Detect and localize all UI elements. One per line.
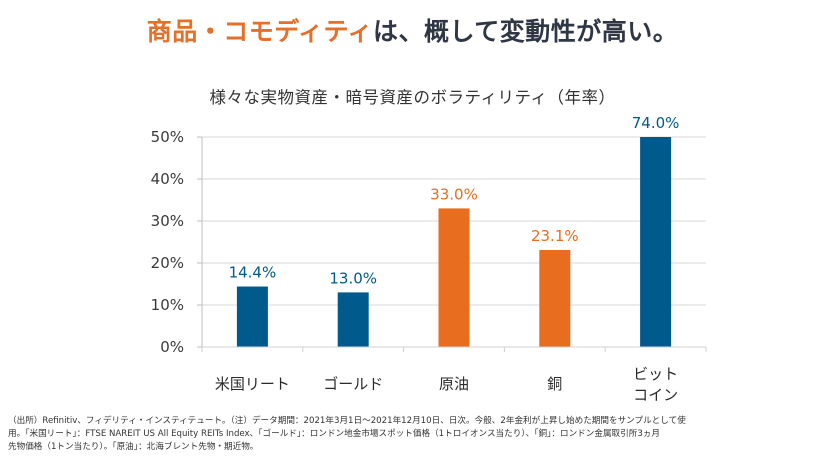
chart-title: 様々な実物資産・暗号資産のボラティリティ（年率） [209, 88, 616, 107]
x-category-label: 米国リート [215, 375, 290, 393]
y-tick-label: 30% [151, 212, 184, 230]
headline-rest: は、概して変動性が高い。 [373, 17, 679, 46]
footnote-line: 用。「米国リート」：FTSE NAREIT US All Equity REIT… [8, 429, 660, 439]
x-category-label: 銅 [547, 375, 562, 393]
data-label: 14.4% [229, 264, 277, 282]
bar [438, 208, 470, 347]
bar [640, 137, 672, 347]
y-tick-label: 20% [151, 254, 184, 272]
data-label: 33.0% [430, 185, 478, 203]
data-label: 74.0% [632, 114, 680, 132]
headline-accent: 商品・コモディティ [146, 17, 373, 46]
data-label: 23.1% [531, 227, 579, 245]
x-category-label: コイン [633, 386, 678, 404]
x-category-label: ビット [633, 365, 678, 383]
headline: 商品・コモディティは、概して変動性が高い。 [0, 12, 825, 48]
bar [539, 249, 571, 347]
y-tick-label: 10% [151, 296, 184, 314]
x-category-label: 原油 [439, 375, 469, 393]
footnote-line: 先物価格（1トン当たり）。「原油」：北海ブレント先物・期近物。 [8, 442, 259, 452]
x-category-label: ゴールド [323, 375, 383, 393]
y-tick-label: 0% [160, 338, 184, 356]
bar [337, 292, 369, 347]
bar-chart: 0% 10% 20% 30% 40% 50% 14.4% 米国リート 13.0% ゴールド 33.0… [151, 114, 707, 404]
bar [236, 286, 268, 347]
data-label: 13.0% [329, 269, 377, 287]
y-tick-label: 50% [151, 128, 184, 146]
footnote: （出所）Refinitiv、フィデリティ・インスティテュート。（注）データ期間：… [8, 415, 820, 454]
y-tick-label: 40% [151, 170, 184, 188]
footnote-line: （出所）Refinitiv、フィデリティ・インスティテュート。（注）データ期間：… [8, 416, 686, 426]
